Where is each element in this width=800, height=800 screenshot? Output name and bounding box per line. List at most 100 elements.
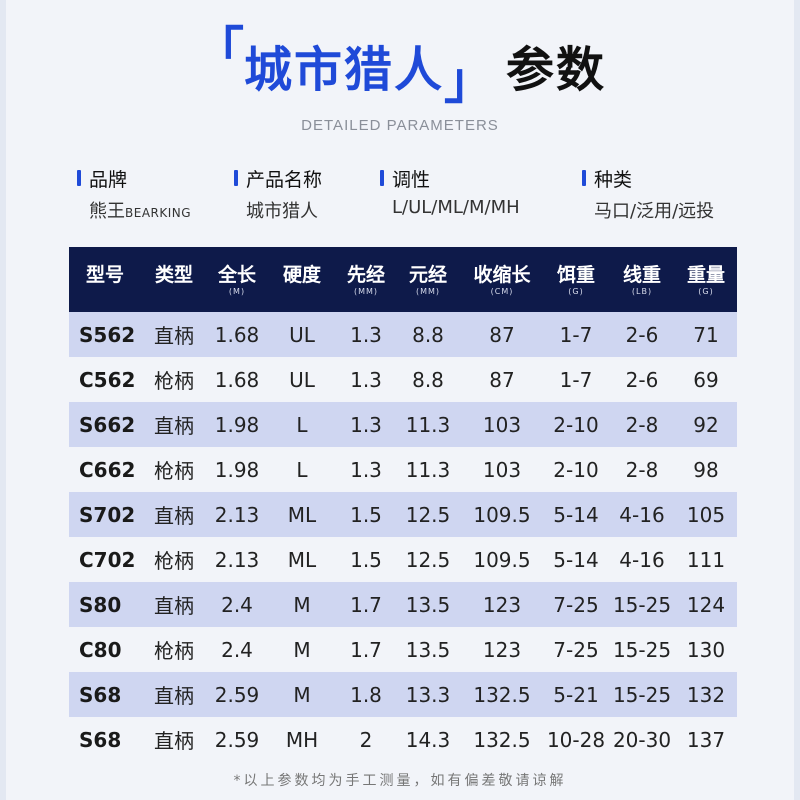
accent-mark	[234, 170, 238, 186]
cell-power: L	[296, 412, 308, 437]
cell-model: S80	[79, 592, 122, 617]
header-cell: 先经 (MM)	[337, 247, 395, 312]
info-action: 调性 L/UL/ML/M/MH	[380, 165, 520, 225]
header-label: 收缩长	[473, 263, 531, 286]
cell-type: 枪柄	[154, 549, 194, 573]
cell-butt-dia: 13.5	[405, 592, 451, 617]
cell-power: ML	[287, 547, 317, 572]
cell-weight: 132	[686, 682, 726, 707]
cell-power: ML	[287, 502, 317, 527]
cell-tip-dia: 1.5	[350, 502, 382, 527]
header-unit: (G)	[698, 286, 714, 296]
cell-lure-wt: 7-25	[553, 637, 599, 662]
header-unit: (CM)	[490, 286, 514, 296]
header-label: 硬度	[282, 263, 321, 286]
header-label: 元经	[408, 263, 447, 286]
header-label: 重量	[686, 263, 725, 286]
table-row: S68 直柄 2.59 M 1.8 13.3 132.5 5-21 15-25 132	[69, 672, 737, 717]
info-category: 种类 马口/泛用/远投	[582, 165, 714, 225]
cell-lure-wt: 5-21	[553, 682, 599, 707]
table-row: S702 直柄 2.13 ML 1.5 12.5 109.5 5-14 4-16 105	[69, 492, 737, 537]
cell-butt-dia: 12.5	[405, 547, 451, 572]
header-label: 全长	[217, 263, 256, 286]
cell-power: MH	[285, 727, 319, 752]
cell-closed-len: 87	[489, 367, 515, 392]
cell-tip-dia: 2	[359, 727, 373, 752]
cell-line-wt: 4-16	[619, 502, 665, 527]
cell-weight: 98	[693, 457, 719, 482]
cell-weight: 137	[686, 727, 726, 752]
cell-power: M	[293, 637, 311, 662]
table-row: C662 枪柄 1.98 L 1.3 11.3 103 2-10 2-8 98	[69, 447, 737, 492]
cell-weight: 92	[693, 412, 719, 437]
header-label: 饵重	[556, 263, 595, 286]
cell-line-wt: 2-6	[625, 367, 659, 392]
cell-line-wt: 20-30	[612, 727, 672, 752]
cell-type: 枪柄	[154, 369, 194, 393]
cell-power: M	[293, 682, 311, 707]
cell-tip-dia: 1.3	[350, 367, 382, 392]
page-title: 「 城市猎人 」 参数	[0, 26, 800, 106]
cell-model: C702	[79, 547, 136, 572]
cell-tip-dia: 1.3	[350, 412, 382, 437]
header-label: 型号	[85, 263, 124, 286]
cell-tip-dia: 1.3	[350, 322, 382, 347]
header-cell: 硬度	[267, 247, 337, 312]
header-cell: 型号	[69, 247, 141, 312]
cell-tip-dia: 1.5	[350, 547, 382, 572]
cell-length: 2.59	[214, 727, 260, 752]
parameters-table: 型号 类型 全长 (M) 硬度 先经 (MM) 元经 (MM) 收缩长 (CM) 饵重(…	[69, 247, 737, 762]
header-label: 类型	[154, 263, 193, 286]
info-category-label: 种类	[582, 165, 714, 191]
cell-closed-len: 109.5	[473, 502, 531, 527]
header-unit: (M)	[228, 286, 246, 296]
info-brand-label: 品牌	[77, 165, 191, 191]
page-subtitle: DETAILED PARAMETERS	[301, 117, 499, 134]
header-label: 线重	[622, 263, 661, 286]
info-brand-value-text: 熊王	[89, 201, 125, 222]
cell-model: C562	[79, 367, 136, 392]
header-unit: (MM)	[353, 286, 379, 296]
cell-closed-len: 123	[482, 592, 522, 617]
cell-type: 直柄	[154, 729, 194, 753]
cell-lure-wt: 5-14	[553, 502, 599, 527]
table-row: C702 枪柄 2.13 ML 1.5 12.5 109.5 5-14 4-16 111	[69, 537, 737, 582]
cell-model: S68	[79, 682, 122, 707]
cell-model: S562	[79, 322, 136, 347]
header-cell: 类型	[141, 247, 207, 312]
cell-tip-dia: 1.7	[350, 637, 382, 662]
cell-line-wt: 2-6	[625, 322, 659, 347]
cell-model: S68	[79, 727, 122, 752]
header-unit: (LB)	[631, 286, 653, 296]
cell-line-wt: 15-25	[612, 592, 672, 617]
info-category-label-text: 种类	[594, 168, 633, 191]
table-row: S68 直柄 2.59 MH 2 14.3 132.5 10-28 20-30 137	[69, 717, 737, 762]
table-body: S562 直柄 1.68 UL 1.3 8.8 87 1-7 2-6 71 C562 枪柄 1.68 UL…	[69, 312, 737, 762]
cell-type: 直柄	[154, 594, 194, 618]
cell-butt-dia: 14.3	[405, 727, 451, 752]
cell-type: 直柄	[154, 504, 194, 528]
accent-mark	[582, 170, 586, 186]
cell-type: 直柄	[154, 324, 194, 348]
cell-type: 直柄	[154, 684, 194, 708]
cell-butt-dia: 13.5	[405, 637, 451, 662]
cell-model: C662	[79, 457, 136, 482]
cell-butt-dia: 8.8	[412, 322, 444, 347]
header-cell: 饵重 (G)	[543, 247, 609, 312]
cell-power: UL	[289, 367, 315, 392]
left-edge-strip	[0, 0, 6, 800]
cell-model: S702	[79, 502, 136, 527]
cell-length: 1.98	[214, 412, 260, 437]
title-parameters: 参数	[506, 42, 607, 98]
header-cell: 重量 (G)	[675, 247, 737, 312]
footnote: *以上参数均为手工测量，如有偏差敬请谅解	[233, 773, 567, 789]
cell-tip-dia: 1.8	[350, 682, 382, 707]
cell-type: 枪柄	[154, 459, 194, 483]
cell-length: 2.4	[221, 592, 253, 617]
info-category-value: 马口/泛用/远投	[594, 201, 715, 222]
cell-closed-len: 103	[482, 457, 522, 482]
cell-butt-dia: 11.3	[405, 412, 451, 437]
cell-model: S662	[79, 412, 136, 437]
cell-lure-wt: 10-28	[546, 727, 606, 752]
cell-weight: 69	[693, 367, 719, 392]
